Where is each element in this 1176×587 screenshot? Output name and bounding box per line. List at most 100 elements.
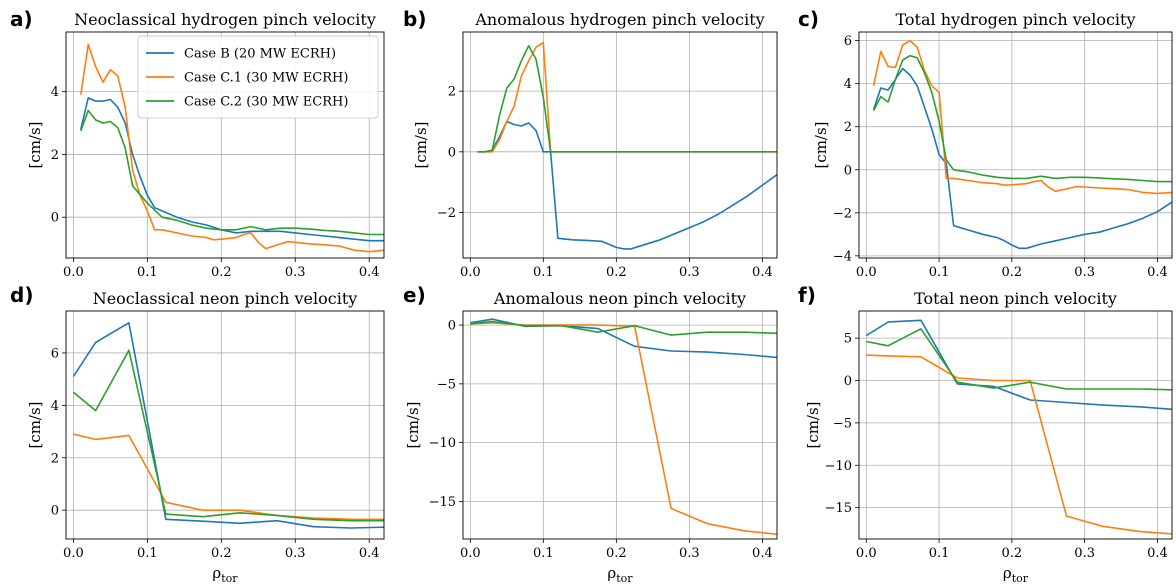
y-axis-label: [cm/s]	[412, 121, 430, 168]
y-tick-label: −4	[833, 249, 852, 264]
y-axis-label: [cm/s]	[804, 401, 822, 448]
x-tick-label: 0.0	[856, 546, 877, 561]
y-tick-label: −15	[429, 495, 456, 510]
plot-frame	[65, 310, 385, 540]
y-tick-label: 4	[844, 77, 852, 92]
chart-panel-5: 0.0 0.1 0.2 0.3 0.4 −15 −10 −5 0 Anomalous neon p…	[403, 283, 778, 585]
x-tick-label: 0.0	[63, 265, 84, 280]
y-tick-label: −5	[833, 416, 852, 431]
y-axis-label: [cm/s]	[26, 121, 44, 168]
series-line-1	[72, 322, 384, 529]
y-tick-label: 2	[51, 451, 59, 466]
series-line-1	[470, 318, 777, 359]
x-tick-label: 0.2	[1002, 265, 1023, 280]
panel-letter: f)	[798, 283, 816, 307]
x-tick-label: 0.4	[359, 265, 380, 280]
x-tick-label: 0.1	[137, 546, 158, 561]
plot-frame	[462, 31, 778, 259]
series-line-3	[80, 109, 384, 236]
legend-entry: Case C.2 (30 MW ECRH)	[184, 95, 348, 110]
chart-panel-1: 0.0 0.1 0.2 0.3 0.4 0 2 4 Neoclassical hydrogen …	[10, 7, 385, 280]
x-tick-label: 0.0	[460, 265, 481, 280]
y-tick-label: 4	[51, 399, 59, 414]
y-tick-label: 0	[51, 504, 59, 519]
panel-title: Total neon pinch velocity	[914, 289, 1117, 308]
x-tick-label: 0.0	[856, 265, 877, 280]
chart-panel-3: 0.0 0.1 0.2 0.3 0.4 −4 −2 0 2 4 6 Total hydrogen pi…	[798, 7, 1173, 280]
y-tick-label: 6	[844, 34, 852, 49]
series-line-3	[470, 320, 777, 336]
series-line-1	[865, 319, 1172, 411]
y-tick-label: −2	[833, 206, 852, 221]
y-tick-label: −15	[825, 501, 852, 516]
x-tick-label: 0.3	[1074, 546, 1095, 561]
chart-panel-6: 0.0 0.1 0.2 0.3 0.4 −15 −10 −5 0 5 Total neon pinc…	[798, 283, 1173, 585]
x-axis-label: ρtor	[607, 564, 633, 585]
x-tick-label: 0.2	[606, 265, 627, 280]
series-line-2	[80, 43, 384, 253]
y-tick-label: −10	[429, 436, 456, 451]
panel-letter: d)	[10, 283, 33, 307]
y-axis-label: [cm/s]	[26, 401, 44, 448]
plot-frame	[65, 31, 385, 259]
x-tick-label: 0.4	[1147, 265, 1168, 280]
x-tick-label: 0.4	[752, 265, 773, 280]
panel-title: Anomalous hydrogen pinch velocity	[474, 10, 764, 29]
series-line-2	[73, 433, 384, 521]
x-tick-label: 0.1	[929, 546, 950, 561]
y-tick-label: 0	[844, 163, 852, 178]
panel-letter: c)	[798, 7, 819, 31]
x-tick-label: 0.3	[1074, 265, 1095, 280]
series-line-3	[477, 44, 777, 153]
y-tick-label: 4	[51, 85, 59, 100]
panel-letter: e)	[403, 283, 426, 307]
y-tick-label: 0	[844, 374, 852, 389]
legend-box	[137, 35, 379, 119]
y-tick-label: 6	[51, 346, 59, 361]
series-line-3	[872, 54, 1172, 183]
y-tick-label: −10	[825, 459, 852, 474]
panel-letter: b)	[403, 7, 426, 31]
panel-title: Anomalous neon pinch velocity	[493, 289, 746, 308]
x-tick-label: 0.2	[211, 546, 232, 561]
y-tick-label: 0	[51, 211, 59, 226]
series-line-2	[470, 322, 777, 536]
x-axis-label: ρtor	[212, 564, 238, 585]
x-tick-label: 0.4	[1147, 546, 1168, 561]
x-tick-label: 0.1	[533, 265, 554, 280]
legend: Case B (20 MW ECRH) Case C.1 (30 MW ECRH)…	[137, 35, 379, 119]
legend-entry: Case C.1 (30 MW ECRH)	[184, 71, 348, 86]
x-tick-label: 0.3	[285, 265, 306, 280]
chart-panel-2: 0.0 0.1 0.2 0.3 0.4 −2 0 2 Anomalous hydrogen pi…	[403, 7, 778, 280]
legend-entry: Case B (20 MW ECRH)	[184, 47, 336, 62]
panel-letter: a)	[10, 7, 33, 31]
y-tick-label: 2	[448, 85, 456, 100]
x-tick-label: 0.2	[211, 265, 232, 280]
y-tick-label: 5	[844, 332, 852, 347]
series-line-2	[866, 354, 1172, 535]
x-tick-label: 0.0	[63, 546, 84, 561]
panel-title: Neoclassical hydrogen pinch velocity	[74, 10, 376, 29]
plot-frame	[858, 31, 1173, 259]
series-line-1	[872, 67, 1172, 250]
y-tick-label: −5	[437, 377, 456, 392]
x-tick-label: 0.1	[137, 265, 158, 280]
x-tick-label: 0.2	[606, 546, 627, 561]
panel-title: Neoclassical neon pinch velocity	[93, 289, 358, 308]
x-tick-label: 0.2	[1002, 546, 1023, 561]
y-tick-label: 0	[448, 319, 456, 334]
x-tick-label: 0.3	[679, 265, 700, 280]
x-tick-label: 0.4	[752, 546, 773, 561]
y-tick-label: 2	[844, 120, 852, 135]
y-axis-label: [cm/s]	[404, 401, 422, 448]
plot-frame	[462, 310, 778, 540]
panel-title: Total hydrogen pinch velocity	[895, 10, 1135, 29]
x-tick-label: 0.3	[679, 546, 700, 561]
series-line-3	[72, 349, 384, 522]
x-tick-label: 0.0	[460, 546, 481, 561]
y-tick-label: 2	[51, 148, 59, 163]
y-axis-label: [cm/s]	[812, 121, 830, 168]
x-tick-label: 0.1	[533, 546, 554, 561]
y-tick-label: 0	[448, 145, 456, 160]
y-tick-label: −2	[437, 206, 456, 221]
